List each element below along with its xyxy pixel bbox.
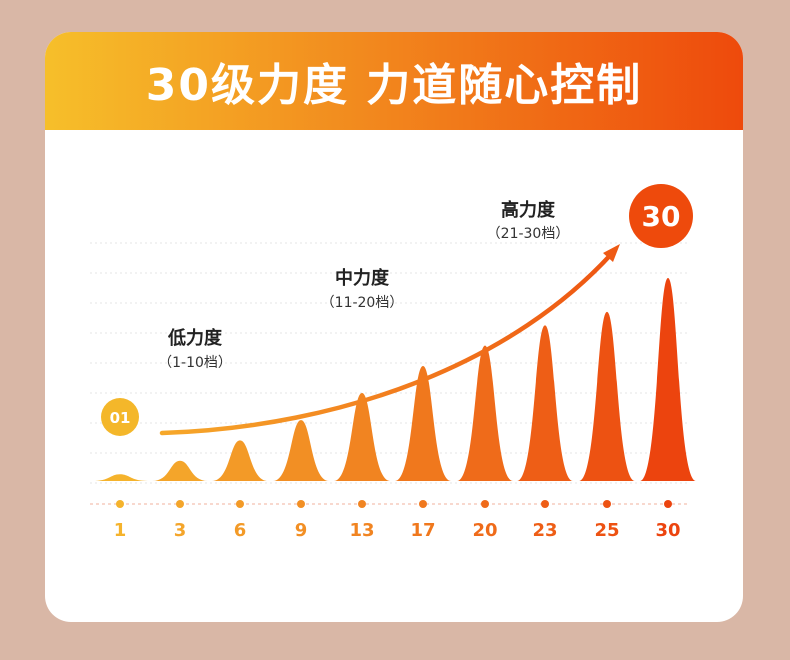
x-label-23: 23 [532,520,557,541]
zone-low-name: 低力度 [167,327,223,349]
zone-high-name: 高力度 [501,199,556,221]
peak-6 [212,440,268,481]
zone-mid-name: 中力度 [335,267,390,289]
tick-dot-20 [481,500,489,508]
peak-25 [579,311,635,481]
trend-arrow-head [603,244,620,262]
tick-dots [116,500,672,508]
peak-30 [640,278,696,481]
x-label-9: 9 [295,520,308,541]
x-label-13: 13 [349,520,374,541]
peak-9 [273,420,329,481]
x-axis-labels: 1 3 6 9 13 17 20 23 25 30 [114,520,681,541]
x-label-17: 17 [410,520,435,541]
tick-dot-17 [419,500,427,508]
tick-dot-13 [358,500,366,508]
start-badge [101,398,139,436]
trend-arrow [159,247,618,436]
tick-dot-6 [236,500,244,508]
x-label-20: 20 [472,520,497,541]
zone-high-range: （21-30档） [487,226,570,242]
tick-dot-25 [603,500,611,508]
tick-dot-23 [541,500,549,508]
tick-dot-30 [664,500,672,508]
peak-17 [395,365,451,481]
x-label-3: 3 [174,520,187,541]
end-badge-label: 30 [642,200,681,233]
end-badge [629,184,693,248]
tick-dot-1 [116,500,124,508]
peak-1 [92,474,148,481]
card: 30级力度 力道随心控制 01 30 低力度 （1-10档） 中力度 （11-2… [45,32,743,622]
zone-low-range: （1-10档） [158,355,232,371]
title-banner: 30级力度 力道随心控制 [45,32,743,130]
intensity-chart: 01 30 低力度 （1-10档） 中力度 （11-20档） 高力度 （21-3… [90,184,696,541]
banner-title: 30级力度 力道随心控制 [145,60,643,111]
x-label-30: 30 [655,520,680,541]
peak-23 [517,325,573,481]
peak-3 [152,460,208,481]
x-label-25: 25 [594,520,619,541]
start-badge-label: 01 [110,409,131,427]
tick-dot-9 [297,500,305,508]
x-label-6: 6 [234,520,247,541]
peaks-group [92,278,696,481]
zone-mid-range: （11-20档） [321,295,404,311]
peak-13 [334,393,390,481]
tick-dot-3 [176,500,184,508]
x-label-1: 1 [114,520,127,541]
peak-20 [457,345,513,481]
